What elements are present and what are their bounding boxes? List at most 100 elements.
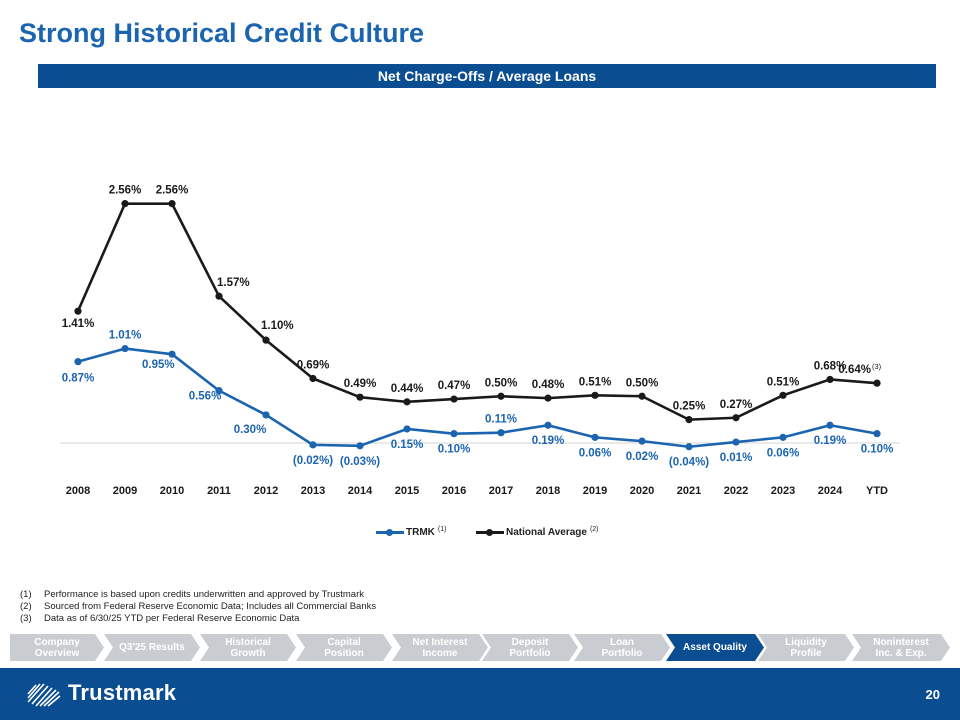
data-label-national-average: 0.25% <box>673 401 706 413</box>
data-label-national-average: 0.50% <box>485 377 518 389</box>
nav-net-interest-income[interactable]: Net Interest Income <box>392 634 488 661</box>
data-label-trmk: 0.87% <box>62 373 95 385</box>
nav-company-overview[interactable]: Company Overview <box>10 634 104 661</box>
data-label-national-average: 0.69% <box>297 359 330 371</box>
data-label-note: (3) <box>872 362 882 371</box>
nav-asset-quality[interactable]: Asset Quality <box>666 634 764 661</box>
nav-label-line2: Profile <box>790 647 822 659</box>
nav-label: Q3'25 Results <box>119 642 185 653</box>
x-tick-label: 2018 <box>536 485 560 497</box>
data-point-national-average <box>356 393 364 401</box>
data-label-trmk: 0.06% <box>767 447 800 459</box>
data-point-trmk <box>685 443 693 451</box>
x-tick-label: 2013 <box>301 485 325 497</box>
nav-label-line1: Historical <box>225 636 271 648</box>
nav-label: Noninterest Inc. & Exp. <box>873 637 929 659</box>
footnote-number: (2) <box>20 601 32 612</box>
data-label-trmk: 0.11% <box>485 414 517 426</box>
legend-marker-trmk <box>386 528 393 536</box>
data-label-national-average: 0.49% <box>344 378 377 390</box>
nav-label: Company Overview <box>34 637 80 659</box>
x-tick-label: 2023 <box>771 485 795 497</box>
section-nav: Company Overview Q3'25 Results Historical… <box>10 634 950 661</box>
nav-label-line2: Portfolio <box>509 647 551 659</box>
trustmark-logo[interactable]: Trustmark <box>26 676 176 710</box>
legend-label-trmk: TRMK <box>406 526 435 538</box>
data-point-national-average <box>309 374 317 383</box>
data-point-trmk <box>262 411 270 419</box>
data-point-national-average <box>732 414 740 422</box>
x-tick-label: 2015 <box>395 485 419 497</box>
data-point-trmk <box>544 421 552 429</box>
x-tick-label: 2021 <box>677 485 701 497</box>
nav-noninterest-inc-exp[interactable]: Noninterest Inc. & Exp. <box>852 634 950 661</box>
data-label-national-average: 0.27% <box>720 399 753 411</box>
data-label-trmk: 0.30% <box>234 424 267 436</box>
data-label-trmk: 0.10% <box>438 444 471 456</box>
legend-label-national-average: National Average <box>506 526 587 538</box>
nav-liquidity-profile[interactable]: Liquidity Profile <box>758 634 854 661</box>
data-point-national-average <box>262 336 270 344</box>
x-tick-label: 2019 <box>583 485 607 497</box>
nav-label-line2: Income <box>422 647 458 659</box>
nav-loan-portfolio[interactable]: Loan Portfolio <box>574 634 670 661</box>
data-point-trmk <box>779 433 787 441</box>
footer-bar <box>0 668 960 720</box>
data-point-national-average <box>403 398 411 406</box>
data-label-national-average: 0.51% <box>767 376 800 388</box>
data-point-national-average <box>826 375 834 384</box>
data-point-trmk <box>591 433 599 441</box>
nav-historical-growth[interactable]: Historical Growth <box>200 634 296 661</box>
data-point-trmk <box>215 387 223 395</box>
data-label-national-average: 0.48% <box>532 379 565 391</box>
x-tick-label: 2010 <box>160 485 184 497</box>
chart-area: 2008 2009 2010 2011 2012 2013 2014 2015 2016 2017… <box>60 185 900 497</box>
nav-label-line2: Position <box>324 647 364 659</box>
data-label-trmk: (0.02%) <box>293 455 333 467</box>
chart-legend: TRMK (1) National Average (2) <box>0 524 960 540</box>
x-tick-label: 2014 <box>348 485 373 497</box>
nav-label-line1: Capital <box>327 636 361 648</box>
data-point-trmk <box>403 425 411 433</box>
nav-label-line1: Loan <box>610 636 634 648</box>
footnote: (2) Sourced from Federal Reserve Economic… <box>20 601 376 613</box>
data-label-trmk: 0.02% <box>626 451 659 463</box>
data-point-trmk <box>121 344 129 353</box>
nav-capital-position[interactable]: Capital Position <box>296 634 392 661</box>
footnote-text: Performance is based upon credits underw… <box>44 589 364 600</box>
data-point-national-average <box>591 391 599 399</box>
nav-label: Capital Position <box>324 637 363 659</box>
nav-label-line2: Growth <box>230 647 266 659</box>
data-point-national-average <box>873 379 881 387</box>
nav-deposit-portfolio[interactable]: Deposit Portfolio <box>482 634 578 661</box>
x-tick-label: 2024 <box>818 485 843 497</box>
data-label-national-average: 1.10% <box>261 320 294 332</box>
nav-label: Loan Portfolio <box>601 637 642 659</box>
x-tick-label: 2017 <box>489 485 513 497</box>
nav-q3-25-results[interactable]: Q3'25 Results <box>104 634 200 661</box>
data-label-national-average: 0.44% <box>391 383 424 395</box>
x-tick-label: 2008 <box>66 485 90 497</box>
data-label-trmk: 0.10% <box>861 444 894 456</box>
data-label-national-average: 0.47% <box>438 380 471 392</box>
data-point-national-average <box>450 395 458 403</box>
series-line-national-average <box>76 202 878 421</box>
nav-label: Deposit Portfolio <box>509 637 550 659</box>
nav-label-line1: Noninterest <box>873 636 929 648</box>
nav-label-line1: Net Interest <box>412 636 468 648</box>
nav-label-line1: Deposit <box>511 636 549 648</box>
data-point-national-average <box>779 391 787 399</box>
data-label-trmk: 0.95% <box>142 359 175 371</box>
data-point-trmk <box>309 441 317 449</box>
nav-label-line1: Company <box>34 636 80 648</box>
x-tick-label: 2012 <box>254 485 278 497</box>
data-label-national-average: 0.50% <box>626 377 659 389</box>
page-number: 20 <box>925 687 940 702</box>
data-label-trmk: 1.01% <box>109 330 142 342</box>
data-point-trmk <box>638 437 646 445</box>
nav-label: Asset Quality <box>683 642 747 653</box>
footnote-number: (1) <box>20 589 32 600</box>
nav-label-line2: Inc. & Exp. <box>875 647 927 659</box>
legend-item-national-average: National Average (2) <box>476 524 599 540</box>
data-label-trmk: (0.04%) <box>669 457 709 469</box>
